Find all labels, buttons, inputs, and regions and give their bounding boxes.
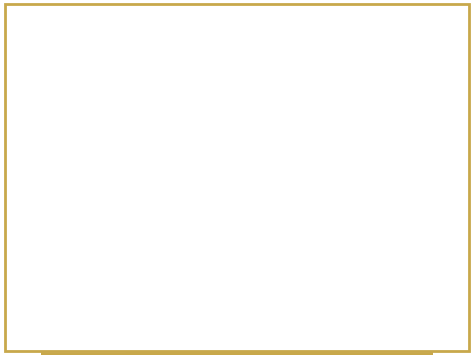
- Text: Index: Index: [68, 328, 102, 338]
- Text: is in the interval $(0,1)$. To get a better approximation: is in the interval $(0,1)$. To get a bet…: [119, 116, 381, 130]
- Text: Assume that $f\!\left(\dfrac{1}{2}\right)\neq 0$.  Then if  $f(0)f\!\left(\dfrac: Assume that $f\!\left(\dfrac{1}{2}\right…: [53, 181, 350, 204]
- FancyBboxPatch shape: [45, 314, 125, 351]
- Text: Show that the equation  $\cos(x)-2x=0$  has a solution.: Show that the equation $\cos(x)-2x=0$ ha…: [119, 55, 390, 69]
- Text: Intermediate Value Theorem, that there is a solution in the interval $\left(0,\d: Intermediate Value Theorem, that there i…: [53, 208, 419, 231]
- FancyBboxPatch shape: [380, 261, 406, 282]
- Text: Mika Seppälä: Intermediate Value Theorem: Mika Seppälä: Intermediate Value Theorem: [139, 328, 335, 337]
- Text: of  the solution $\xi$, evaluate the function  $f$  at the midpoint: of the solution $\xi$, evaluate the func…: [119, 137, 405, 151]
- Text: of the interval $(0,1)$, i.e. at the point  $\dfrac{1}{2}$.: of the interval $(0,1)$, i.e. at the poi…: [119, 158, 315, 181]
- Text: Using the Intermediate Value Theorem (2): Using the Intermediate Value Theorem (2): [12, 11, 462, 30]
- Text: Find an approximation of the solution with error $<0.001$.: Find an approximation of the solution wi…: [119, 78, 401, 92]
- Text: Problem: Problem: [55, 62, 104, 72]
- FancyBboxPatch shape: [49, 48, 109, 89]
- Text: Solution
(cont'd): Solution (cont'd): [55, 118, 103, 139]
- Text: Otherwise  $f(1)f\!\left(\dfrac{1}{2}\right)<0$, and there is a solution in the : Otherwise $f(1)f\!\left(\dfrac{1}{2}\rig…: [53, 231, 389, 254]
- FancyBboxPatch shape: [41, 311, 433, 355]
- Text: Repeat the above to find an interval with length $<0.002$ containing the: Repeat the above to find an interval wit…: [53, 256, 406, 270]
- Text: FAQ: FAQ: [376, 328, 401, 338]
- Text: We now know that the solution $\xi$  for the equation: We now know that the solution $\xi$ for …: [119, 96, 365, 110]
- Text: solution.  The mid-point of this interval is the desired approximation.: solution. The mid-point of this interval…: [53, 274, 389, 284]
- FancyBboxPatch shape: [49, 103, 109, 154]
- FancyBboxPatch shape: [349, 314, 429, 351]
